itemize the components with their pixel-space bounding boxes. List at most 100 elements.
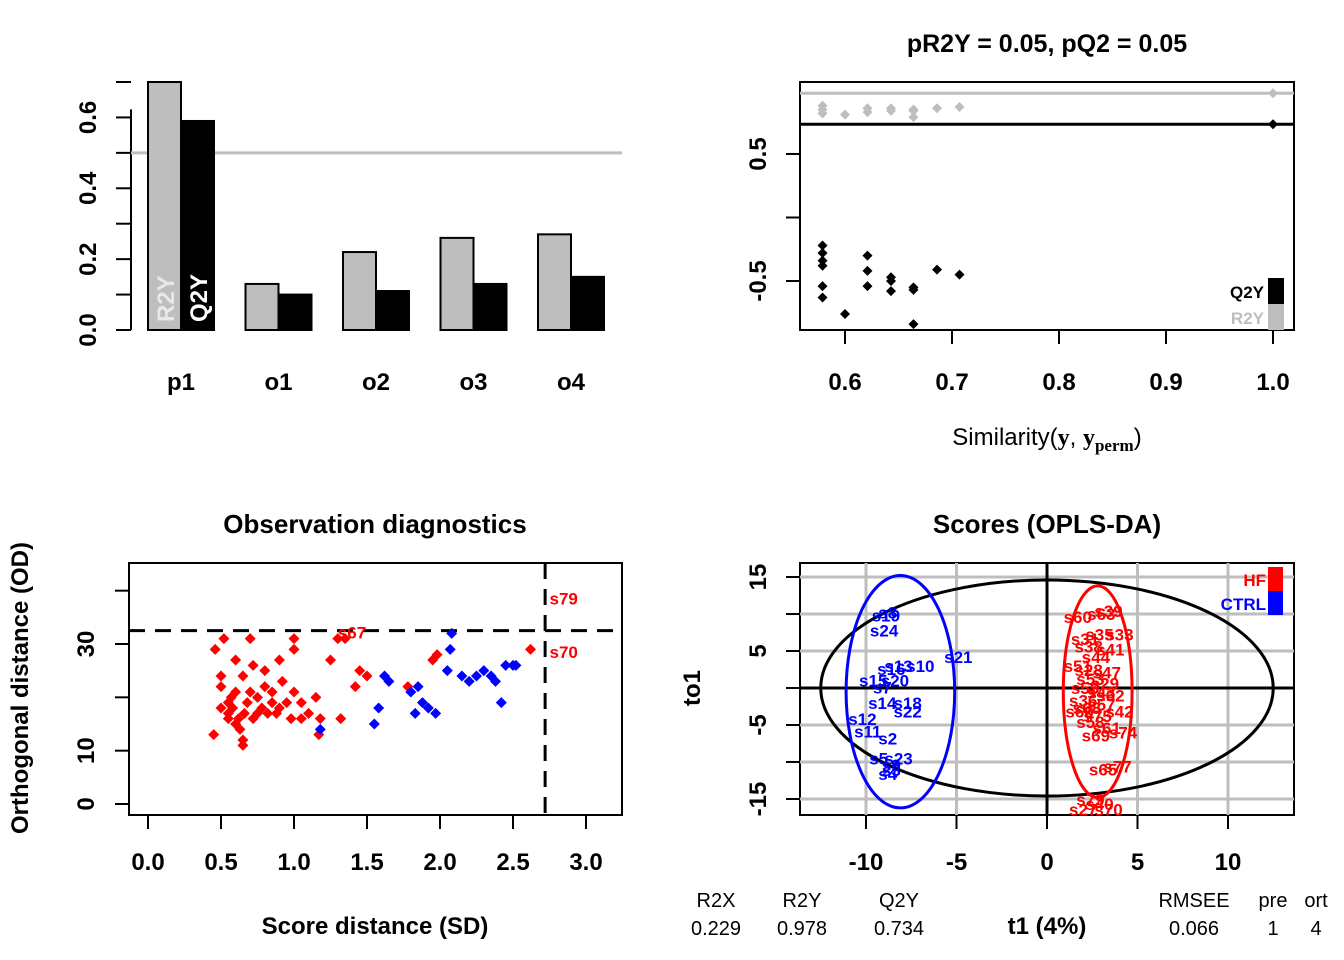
bar-category-label: o2 [362, 369, 390, 396]
scores-sample-label-hf: s66 [1065, 703, 1093, 722]
permutation-point-q2y [817, 281, 828, 292]
scores-sample-label-hf: s27 [1069, 800, 1097, 819]
diagnostics-point-hf [325, 654, 336, 666]
observation-diagnostics-panel: Observation diagnostics Score distance (… [7, 509, 623, 940]
scores-stat-value: 0.734 [874, 918, 924, 940]
permutation-y-tick-label: -0.5 [745, 260, 772, 301]
scores-sample-label-ctrl: s7 [873, 678, 892, 697]
diagnostics-point-hf [208, 729, 220, 741]
diagnostics-point-hf [244, 633, 256, 645]
scores-sample-label-hf: s42 [1105, 703, 1133, 722]
diagnostics-point-hf [218, 633, 230, 645]
bar-r2y [537, 233, 572, 331]
permutation-x-tick-label: 1.0 [1256, 369, 1289, 396]
permutation-panel: pR2Y = 0.05, pQ2 = 0.05 Similarity(y, yp… [745, 30, 1295, 455]
scores-sample-label-hf: s74 [1109, 723, 1138, 742]
scores-stat-label: ort [1304, 890, 1328, 912]
diagnostics-x-tick-label: 2.5 [496, 849, 529, 876]
scores-y-label: to1 [679, 670, 706, 706]
diagnostics-point-ctrl [446, 627, 458, 639]
scores-stat-value: 1 [1267, 918, 1278, 940]
scores-legend-label: CTRL [1221, 595, 1266, 614]
diagnostics-point-hf [310, 691, 322, 703]
scores-sample-label-ctrl: s24 [870, 621, 899, 640]
scores-sample-label-ctrl: s11 [854, 723, 881, 742]
permutation-x-label: Similarity(y, yperm) [952, 424, 1141, 455]
permutation-x-tick-label: 0.9 [1149, 369, 1182, 396]
scores-confidence-ellipse [844, 574, 957, 810]
scores-x-tick-label: -5 [946, 849, 967, 876]
permutation-point-q2y [886, 276, 897, 286]
bar-y-tick-label: 0.4 [75, 171, 102, 205]
diagnostics-point-ctrl [441, 665, 453, 677]
diagnostics-x-tick-label: 1.0 [277, 849, 310, 876]
permutation-point-q2y [862, 250, 873, 261]
scores-sample-label-hf: s77 [1103, 757, 1131, 776]
diagnostics-point-hf [230, 654, 242, 666]
bar-y-tick-label: 0.0 [75, 313, 102, 346]
permutation-legend-label: R2Y [1231, 309, 1265, 328]
bar-r2y [244, 282, 280, 332]
diagnostics-point-hf [209, 643, 221, 655]
diagnostics-point-ctrl [463, 675, 475, 687]
diagnostics-point-hf [295, 697, 307, 709]
bar-q2y [375, 290, 410, 331]
diagnostics-point-hf [230, 686, 242, 698]
scores-stat-label: R2Y [783, 890, 822, 912]
scores-stat-label: R2X [697, 890, 736, 912]
diagnostics-point-ctrl [314, 723, 326, 735]
diagnostics-point-ctrl [430, 707, 442, 719]
scores-sample-label-hf: s40 [1085, 795, 1113, 814]
permutation-point-q2y [862, 281, 873, 292]
scores-sample-label-hf: s68 [1073, 699, 1101, 718]
diagnostics-point-ctrl [405, 686, 417, 698]
diagnostics-point-hf [233, 713, 245, 725]
diagnostics-point-hf [314, 713, 326, 725]
scores-x-label: t1 (4%) [1008, 913, 1087, 940]
diagnostics-point-hf [354, 665, 366, 677]
permutation-point-q2y [817, 260, 828, 271]
permutation-point-q2y [817, 255, 828, 266]
permutation-x-tick-label: 0.8 [1042, 369, 1075, 396]
scores-x-tick-label: -10 [849, 849, 884, 876]
permutation-point-q2y [840, 309, 850, 320]
scores-sample-label-hf: s60 [1064, 608, 1092, 627]
diagnostics-point-hf [227, 702, 239, 714]
permutation-legend-swatch [1268, 278, 1284, 304]
permutation-point-q2y [908, 284, 919, 295]
diagnostics-point-ctrl [500, 659, 512, 671]
permutation-x-tick-label: 0.6 [828, 369, 861, 396]
diagnostics-point-hf [259, 665, 271, 677]
diagnostics-x-tick-label: 3.0 [569, 849, 602, 876]
scores-sample-label-hf: s55 [1071, 679, 1099, 698]
diagnostics-point-hf [339, 633, 351, 645]
diagnostics-point-ctrl [495, 697, 507, 709]
permutation-point-q2y [954, 269, 965, 280]
scores-sample-label-ctrl: s5 [869, 749, 888, 768]
scores-confidence-ellipse [819, 578, 1275, 798]
permutation-point-r2y [862, 107, 873, 118]
diagnostics-outlier-label: s67 [338, 623, 366, 642]
scores-sample-label-hf: s38 [1074, 638, 1102, 657]
diagnostics-point-hf [244, 686, 256, 698]
permutation-y-tick-label: 0.5 [745, 137, 772, 170]
diagnostics-point-ctrl [422, 702, 434, 714]
scores-sample-label-hf: s70 [1094, 800, 1122, 819]
scores-sample-label-ctrl: s16 [877, 660, 905, 679]
diagnostics-point-ctrl [412, 681, 424, 693]
bar-category-label: o1 [264, 369, 292, 396]
diagnostics-point-hf [215, 681, 227, 693]
diagnostics-point-hf [335, 713, 347, 725]
scores-x-tick-label: 0 [1040, 849, 1053, 876]
permutation-point-q2y [1268, 119, 1278, 130]
diagnostics-point-hf [295, 713, 307, 725]
diagnostics-point-hf [234, 723, 246, 735]
scores-sample-label-hf: s69 [1082, 726, 1110, 745]
permutation-point-r2y [840, 109, 850, 120]
scores-y-tick-label: 15 [745, 564, 772, 591]
scores-sample-label-ctrl: s22 [893, 703, 921, 722]
diagnostics-point-hf [238, 707, 250, 719]
bar-r2y [439, 236, 475, 331]
permutation-point-r2y [932, 103, 943, 114]
